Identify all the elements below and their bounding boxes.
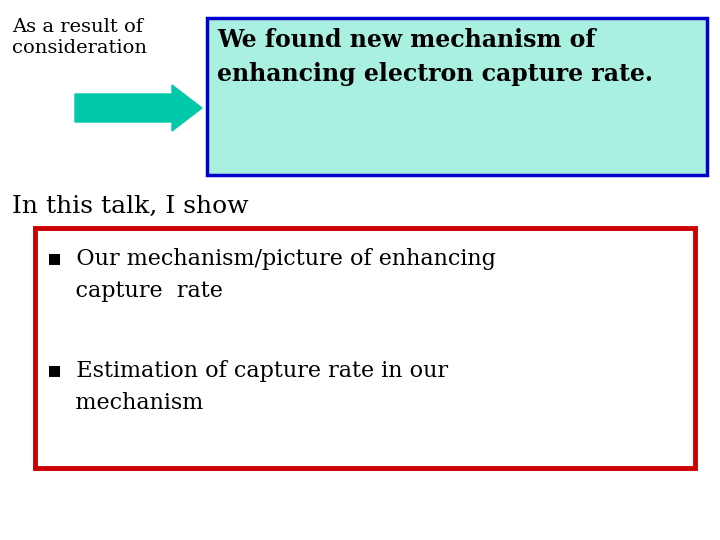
Bar — [207, 18, 707, 175]
Text: ▪  Estimation of capture rate in our
    mechanism: ▪ Estimation of capture rate in our mech… — [47, 360, 448, 414]
FancyArrow shape — [75, 85, 202, 131]
Text: In this talk, I show: In this talk, I show — [12, 195, 248, 218]
Text: As a result of
consideration: As a result of consideration — [12, 18, 147, 57]
Bar — [35, 228, 695, 468]
Text: ▪  Our mechanism/picture of enhancing
    capture  rate: ▪ Our mechanism/picture of enhancing cap… — [47, 248, 496, 302]
Text: We found new mechanism of
enhancing electron capture rate.: We found new mechanism of enhancing elec… — [217, 28, 653, 85]
